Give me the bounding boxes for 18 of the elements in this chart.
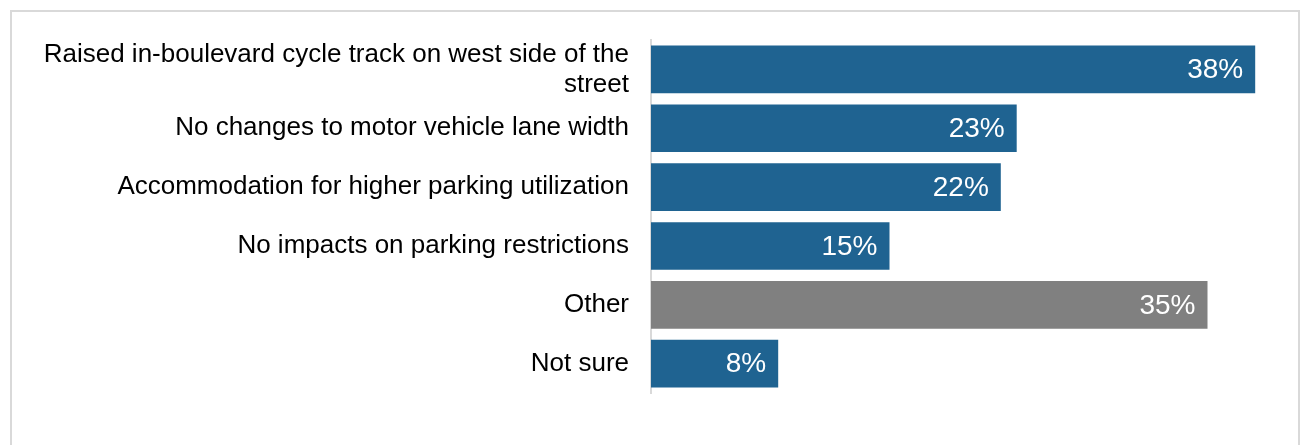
bar [651,45,1256,94]
bar [651,222,890,270]
y-tick-label: Accommodation for higher parking utilization [117,170,629,201]
y-tick-label: No impacts on parking restrictions [237,229,629,260]
data-label: 15% [821,229,878,261]
y-tick-label: No changes to motor vehicle lane width [175,111,629,142]
bar [651,280,1208,329]
data-label: 23% [948,111,1005,143]
y-tick-label: Raised in-boulevard cycle track on west side of the street [43,37,630,98]
bar [651,163,1001,211]
bar [651,339,779,388]
y-tick-label: Other [563,288,630,318]
y-tick-label: Not sure [530,346,629,377]
bar [651,104,1017,153]
data-label: 38% [1187,53,1244,85]
data-label: 35% [1139,288,1196,320]
data-label: 22% [932,170,989,202]
data-label: 8% [725,347,767,379]
